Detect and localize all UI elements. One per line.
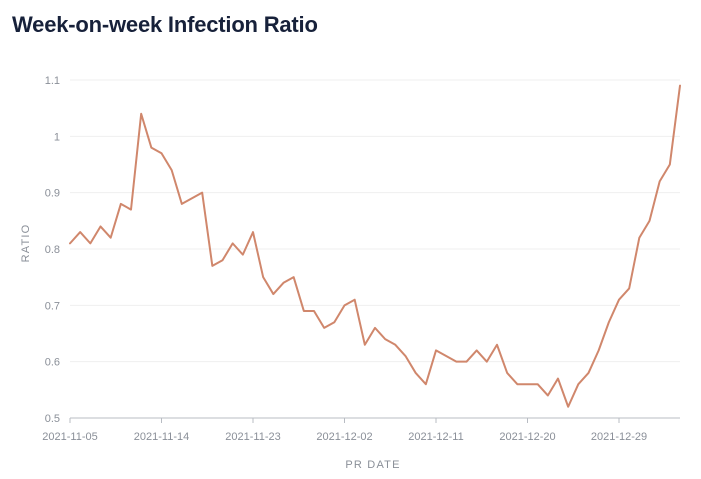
data-point [221,258,225,262]
data-point [414,371,418,375]
data-point [353,298,357,302]
data-point [373,326,377,330]
data-point [465,360,469,364]
data-point [292,275,296,279]
data-point [597,348,601,352]
data-point [627,286,631,290]
x-tick-label: 2021-12-29 [591,431,647,443]
data-point [78,230,82,234]
data-point [190,196,194,200]
data-point [617,298,621,302]
data-point [515,382,519,386]
data-point [678,84,682,88]
data-point [587,371,591,375]
data-point [607,320,611,324]
data-point [576,382,580,386]
series-line-ratio [69,84,681,408]
data-point [251,230,255,234]
data-point [210,264,214,268]
data-point [149,146,153,150]
data-point [536,382,540,386]
x-tick-label: 2021-12-02 [316,431,372,443]
x-axis-title: PR DATE [345,459,400,471]
data-point [332,320,336,324]
data-point [393,343,397,347]
x-tick-label: 2021-11-05 [42,431,97,443]
data-point [343,303,347,307]
data-point [424,382,428,386]
data-point [383,337,387,341]
data-point [322,326,326,330]
y-tick-label: 1.1 [45,75,60,87]
y-tick-label: 0.7 [45,300,60,312]
data-point [68,241,72,245]
data-point [444,354,448,358]
data-point [505,371,509,375]
x-tick-label: 2021-11-23 [225,431,280,443]
data-point [200,191,204,195]
data-point [485,360,489,364]
data-point [556,377,560,381]
x-tick-label: 2021-11-14 [134,431,189,443]
x-tick-label: 2021-12-20 [499,431,555,443]
data-point [546,393,550,397]
data-point [363,343,367,347]
data-point [139,112,143,116]
data-point [129,208,133,212]
data-point [180,202,184,206]
data-point [658,179,662,183]
data-points [68,84,682,409]
data-point [231,241,235,245]
x-tick-label: 2021-12-11 [408,431,463,443]
y-tick-label: 1 [54,131,60,143]
data-point [271,292,275,296]
data-point [99,224,103,228]
data-point [454,360,458,364]
data-point [526,382,530,386]
y-tick-label: 0.9 [45,188,60,200]
chart-title: Week-on-week Infection Ratio [12,12,318,37]
data-point [88,241,92,245]
data-point [312,309,316,313]
x-axis-ticks: 2021-11-05 2021-11-14 2021-11-23 2021-12-02… [42,418,647,443]
data-point [302,309,306,313]
data-point [170,168,174,172]
data-point [119,202,123,206]
y-axis-title: RATIO [20,224,32,263]
data-point [434,348,438,352]
data-point [648,219,652,223]
data-point [160,151,164,155]
data-point [241,253,245,257]
data-point [475,348,479,352]
y-tick-label: 0.8 [45,244,60,256]
data-point [109,236,113,240]
y-tick-label: 0.5 [45,413,60,425]
y-axis-ticks: 0.5 0.6 0.7 0.8 0.9 1 1.1 [45,75,60,425]
grid-lines [70,79,680,363]
y-tick-label: 0.6 [45,357,60,369]
data-point [282,281,286,285]
data-point [637,236,641,240]
data-point [495,343,499,347]
data-point [566,405,570,409]
data-point [261,275,265,279]
data-point [668,163,672,167]
data-point [404,354,408,358]
